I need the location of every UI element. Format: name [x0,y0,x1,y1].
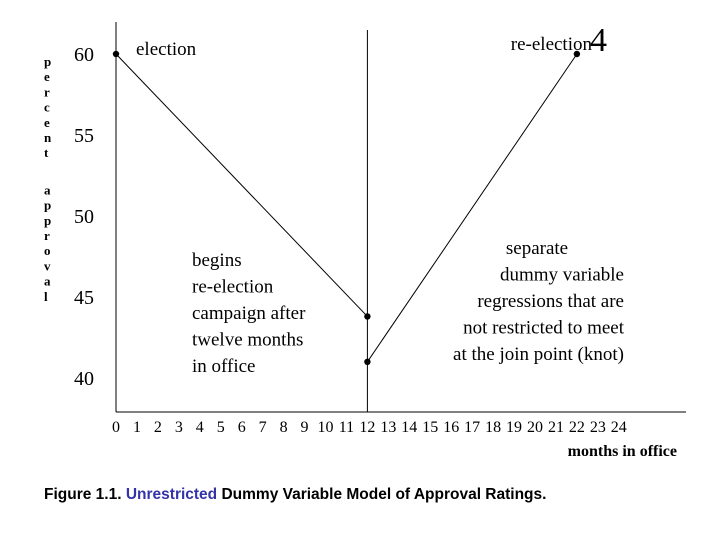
y-label-letter: a [44,182,51,197]
annotation-separate-line: at the join point (knot) [453,344,624,365]
x-tick-label: 14 [401,419,417,436]
x-tick-label: 18 [485,419,501,436]
y-tick-labels: 40 45 50 55 60 [74,44,94,390]
series-lines [112,50,581,365]
x-tick-label: 17 [464,419,480,436]
y-label-letter: o [44,243,51,258]
annotation-separate-line: dummy variable [500,265,624,286]
x-tick-label: 6 [238,419,246,436]
y-label-letter: r [44,228,50,243]
x-tick-label: 23 [590,419,606,436]
x-tick-label: 9 [301,419,309,436]
x-tick-label: 0 [112,419,120,436]
y-label-letter: e [44,69,50,84]
x-tick-label: 22 [569,419,585,436]
y-label-letter: r [44,84,50,99]
x-tick-label: 5 [217,419,225,436]
x-tick-label: 16 [443,419,459,436]
x-tick-label: 21 [548,419,564,436]
annotation-begins-line: re-election [192,277,274,298]
x-tick-label: 3 [175,419,183,436]
annotations: election re-election4beginsre-electioncam… [136,22,625,377]
x-tick-label: 2 [154,419,162,436]
caption-prefix: Figure 1.1. [44,486,126,503]
x-tick-label: 7 [259,419,267,436]
annotation-begins-line: campaign after [192,303,306,324]
caption-suffix: Dummy Variable Model of Approval Ratings… [217,486,547,503]
annotation-begins-line: begins [192,250,242,271]
y-label-letter: v [44,258,51,273]
y-label-letter: p [44,198,51,213]
annotation-election: election [136,39,197,60]
x-tick-label: 24 [611,419,627,436]
caption-highlight: Unrestricted [125,486,218,503]
y-tick-label: 60 [74,44,94,66]
x-tick-label: 20 [527,419,543,436]
x-tick-labels: 0 1 2 3 4 5 6 7 8 9 10 11 12 13 14 15 16 17 18 19 20 21 22 23 24… [112,419,677,460]
y-label-letter: a [44,274,51,289]
figure-caption: Figure 1.1. Unrestricted Dummy Variable … [44,486,546,504]
y-label-letter: p [44,54,51,69]
data-point [364,358,371,365]
y-tick-label: 50 [74,206,94,228]
y-label-letter: p [44,213,51,228]
y-label-letter: t [44,145,49,160]
annotation-separate-line: not restricted to meet [463,318,625,339]
annotation-begins-line: in office [192,356,256,377]
x-axis-label: months in office [568,443,677,460]
x-tick-label: 4 [196,419,204,436]
annotation-separate-line: regressions that are [477,291,624,312]
page-number: 4 [590,22,607,59]
y-tick-label: 55 [74,125,94,147]
x-tick-label: 12 [359,419,375,436]
y-tick-label: 40 [74,368,94,390]
series-line-2 [366,53,578,363]
x-tick-label: 8 [280,419,288,436]
x-tick-label: 1 [133,419,141,436]
series-line-1 [115,53,368,317]
x-tick-label: 19 [506,419,522,436]
x-tick-label: 13 [380,419,396,436]
y-label-letter: l [44,289,48,304]
annotation-begins-line: twelve months [192,330,303,351]
annotation-reelection: re-election [511,34,593,55]
data-point [112,50,120,58]
x-tick-label: 15 [422,419,438,436]
y-label-letter: c [44,100,50,115]
x-tick-label: 11 [339,419,354,436]
data-point [573,50,581,58]
x-tick-label: 10 [318,419,334,436]
axes [115,22,686,413]
annotation-separate-line: separate [506,238,568,259]
data-point [364,313,371,320]
y-tick-label: 45 [74,287,94,309]
y-label-letter: n [44,130,52,145]
y-label-letter: e [44,115,50,130]
